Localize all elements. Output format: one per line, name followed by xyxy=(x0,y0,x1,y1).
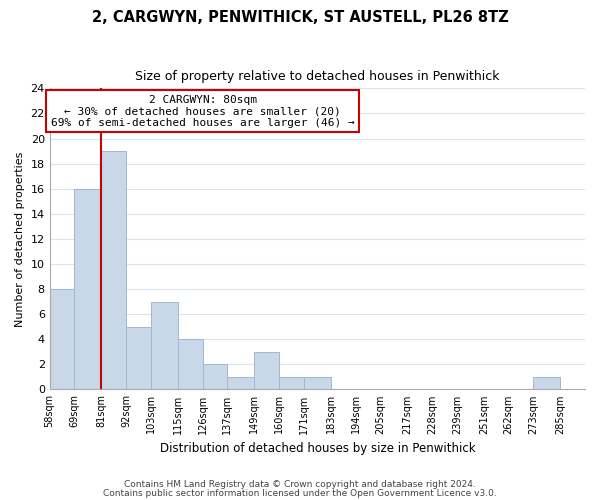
Bar xyxy=(304,377,331,390)
Bar xyxy=(101,151,126,390)
X-axis label: Distribution of detached houses by size in Penwithick: Distribution of detached houses by size … xyxy=(160,442,475,455)
Title: Size of property relative to detached houses in Penwithick: Size of property relative to detached ho… xyxy=(135,70,500,83)
Text: Contains public sector information licensed under the Open Government Licence v3: Contains public sector information licen… xyxy=(103,488,497,498)
Text: Contains HM Land Registry data © Crown copyright and database right 2024.: Contains HM Land Registry data © Crown c… xyxy=(124,480,476,489)
Text: 2 CARGWYN: 80sqm
← 30% of detached houses are smaller (20)
69% of semi-detached : 2 CARGWYN: 80sqm ← 30% of detached house… xyxy=(51,94,355,128)
Bar xyxy=(178,339,203,390)
Bar xyxy=(50,289,74,390)
Bar xyxy=(533,377,560,390)
Text: 2, CARGWYN, PENWITHICK, ST AUSTELL, PL26 8TZ: 2, CARGWYN, PENWITHICK, ST AUSTELL, PL26… xyxy=(92,10,508,25)
Bar xyxy=(227,377,254,390)
Bar xyxy=(254,352,279,390)
Bar xyxy=(126,326,151,390)
Y-axis label: Number of detached properties: Number of detached properties xyxy=(15,151,25,326)
Bar xyxy=(151,302,178,390)
Bar xyxy=(279,377,304,390)
Bar xyxy=(74,188,101,390)
Bar xyxy=(203,364,227,390)
